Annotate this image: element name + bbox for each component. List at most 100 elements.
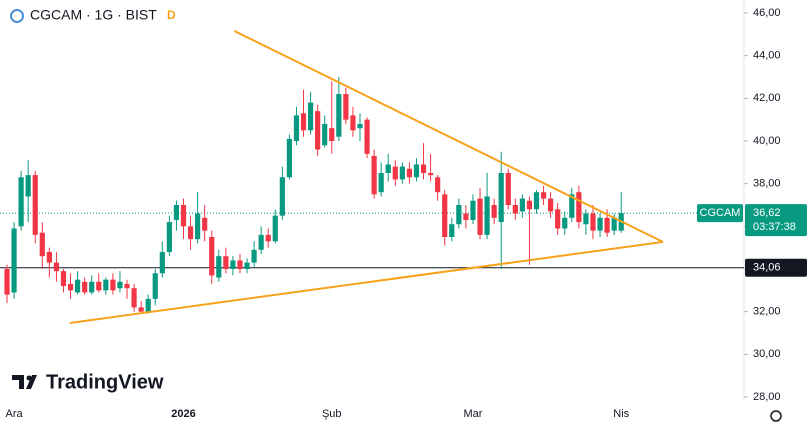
x-tick-label: 2026 [171,408,195,420]
candle-body [251,249,257,263]
candle-body [371,155,377,195]
y-tick-label: 38,00 [753,178,781,190]
candle-body [18,177,24,227]
y-tick-label: 40,00 [753,135,781,147]
candle-body [53,262,60,272]
x-tick-label: Ara [5,408,23,420]
candle-body [604,217,610,233]
candle-body [223,256,229,269]
candle-body [392,166,398,180]
candle-body [336,94,342,137]
candle-body [357,123,363,129]
candle-body [117,281,123,289]
y-tick-label: 46,00 [753,7,781,19]
hline-label: 34,06 [753,262,781,274]
symbol-badge [697,204,743,223]
countdown-label: 03:37:38 [753,221,796,233]
candle-body [131,288,137,308]
hline-badge [745,258,807,277]
candle-body [350,115,356,131]
candle-body [463,213,469,220]
settings-gear[interactable] [770,410,782,422]
candle-body [173,205,180,220]
candle-body [103,279,109,291]
candle-body [159,251,165,274]
candle-body [180,205,187,227]
candle-body [540,192,547,199]
candle-body [420,164,427,173]
candle-body [265,234,271,242]
candle-body [216,256,222,278]
logo-text: TradingView [46,371,164,393]
candle-body [32,175,38,235]
candle-body [413,164,420,178]
candle-body [583,213,589,225]
candle-body [258,234,264,250]
candle-body [505,173,511,205]
candle-body [230,260,236,269]
candle-body [406,168,413,178]
candle-body [378,173,384,193]
candle-body [307,102,314,131]
candle-body [428,173,434,176]
x-tick-label: Mar [463,408,482,420]
x-tick-label: Şub [322,408,342,420]
candle-body [562,217,568,229]
candle-body [152,273,158,299]
candle-body [385,164,391,173]
candle-body [533,192,540,210]
candle-body [209,237,215,276]
data-badge: D [167,8,176,22]
logo-icon [12,375,37,389]
candle-body [442,194,448,237]
candle-body [60,271,67,287]
candle-body [519,198,525,212]
candle-body [477,198,483,235]
candle-body [498,173,504,223]
y-tick-label: 42,00 [753,92,781,104]
x-tick-label: Nis [613,408,629,420]
y-tick-label: 28,00 [753,391,781,403]
candle-body [399,166,405,180]
candle-body [512,205,518,214]
chart-title: CGCAM · 1G · BIST [30,7,157,23]
candle-body [491,205,497,218]
candle-body [110,279,116,291]
candle-body [590,213,596,231]
candle-body [89,281,95,293]
y-tick-label: 30,00 [753,348,781,360]
candle-body [315,111,321,150]
candle-body [555,209,561,229]
candle-body [569,194,575,218]
settings-icon[interactable] [770,410,782,422]
candle-body [67,283,74,291]
candle-body [526,200,533,210]
last-price-label: 36,62 [753,207,781,219]
candle-body [279,177,285,216]
symbol-icon [10,9,24,23]
candle-body [611,217,617,231]
candle-body [343,94,349,120]
candle-body [96,281,102,291]
candle-body [124,283,130,289]
candle-body [286,138,292,178]
candle-body [449,224,455,237]
candle-body [195,213,201,240]
candle-body [364,119,370,154]
candle-body [75,279,81,293]
trendline [69,240,664,324]
candle-body [597,217,603,231]
y-tick-label: 32,00 [753,306,781,318]
candle-body [576,192,582,223]
candle-body [322,123,328,146]
candle-body [548,198,554,212]
candle-body [293,115,300,141]
trendline [233,30,664,243]
candle-body [39,232,45,257]
candle-body [456,205,462,225]
candle-body [166,222,172,252]
candle-body [82,281,88,293]
